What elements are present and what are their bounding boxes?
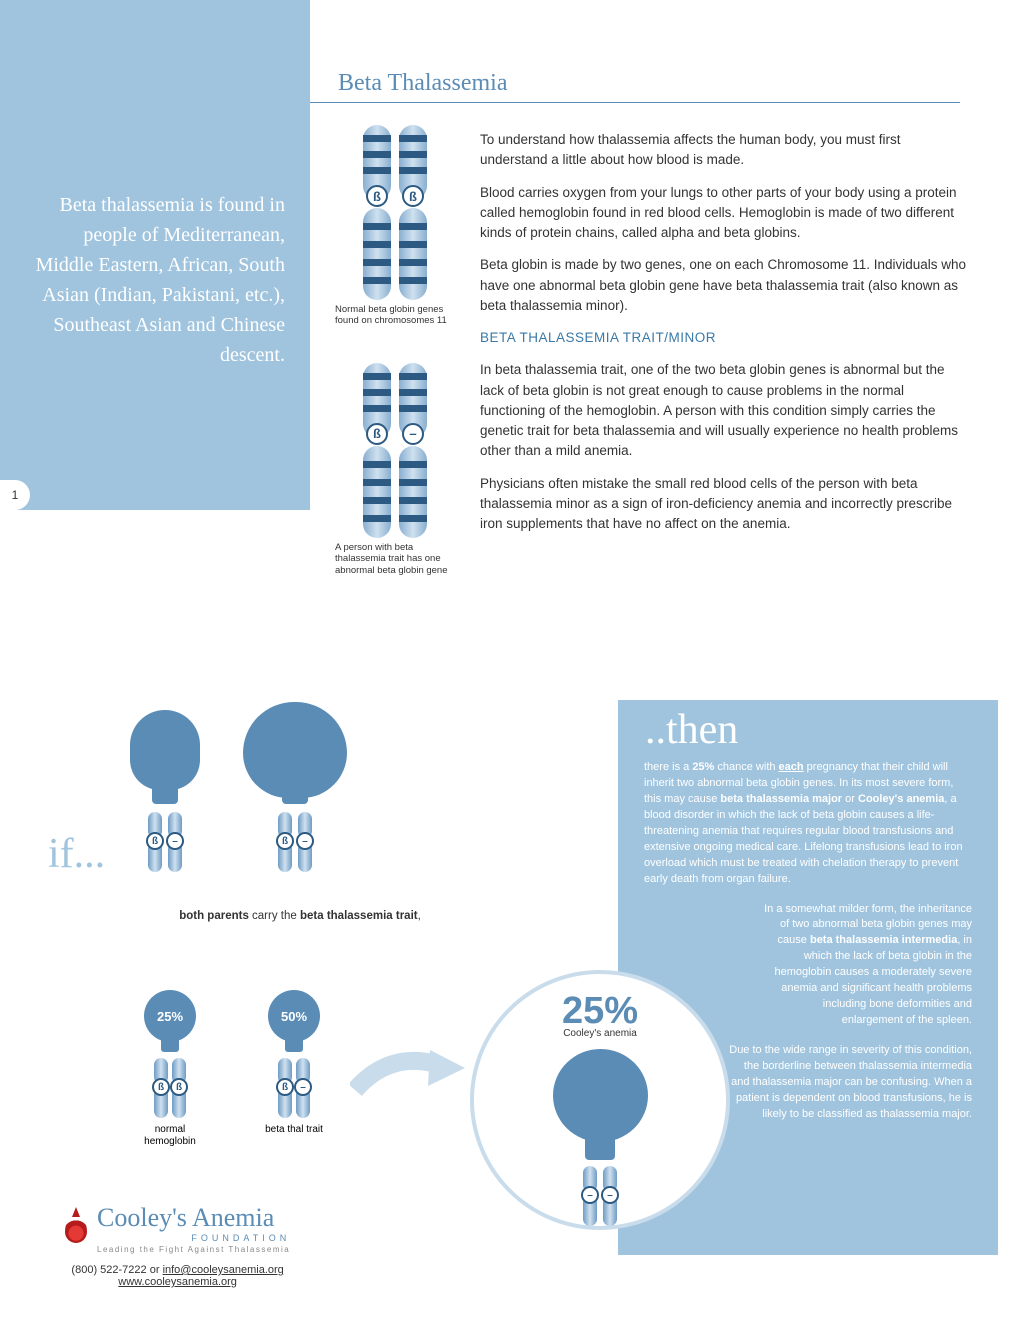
minus-marker: – <box>402 423 424 445</box>
logo: Cooley's Anemia FOUNDATION Leading the F… <box>65 1203 290 1254</box>
then-label: ..then <box>645 706 738 754</box>
parent-male-figure: ß – <box>130 710 200 872</box>
if-label: if... <box>48 830 105 878</box>
chromosome-caption: Normal beta globin genes found on chromo… <box>335 304 455 327</box>
chromosome-diagram-normal: ß ß Normal beta globin genes found on ch… <box>335 125 455 576</box>
child-pct: 25% <box>157 1009 183 1024</box>
caption-text: , <box>418 910 421 922</box>
children-row: 25% ß ß normal hemoglobin 50% ß – beta t… <box>130 990 334 1148</box>
parents-row: ß – ß – <box>130 710 330 872</box>
paragraph: Physicians often mistake the small red b… <box>480 474 970 535</box>
minus-marker: – <box>296 832 314 850</box>
caption-bold: both parents <box>179 910 249 922</box>
chromosome-icon: ß <box>363 363 391 538</box>
footer: Cooley's Anemia FOUNDATION Leading the F… <box>65 1203 290 1288</box>
title-rule <box>310 102 960 103</box>
child-head-badge: 50% <box>268 990 320 1042</box>
cooleys-anemia-circle: 25% Cooley's anemia – – <box>470 970 730 1230</box>
paragraph: To understand how thalassemia affects th… <box>480 130 970 171</box>
page-title: Beta Thalassemia <box>338 70 508 97</box>
caption-bold: beta thalassemia trait <box>300 910 418 922</box>
page-number: 1 <box>12 488 19 502</box>
sep: or <box>147 1264 163 1276</box>
phone: (800) 522-7222 <box>71 1264 146 1276</box>
mini-chromosomes: ß ß <box>154 1058 186 1118</box>
paragraph: In beta thalassemia trait, one of the tw… <box>480 360 970 461</box>
child-label: beta thal trait <box>254 1124 334 1136</box>
mini-chromosomes: ß – <box>278 812 312 872</box>
chromosome-pair: ß ß <box>335 125 455 300</box>
beta-marker: ß <box>276 1078 294 1096</box>
chromosome-icon: – <box>399 363 427 538</box>
sidebar-text: Beta thalassemia is found in people of M… <box>30 190 285 370</box>
head-icon <box>553 1049 648 1142</box>
mini-chromosomes: – – <box>583 1166 617 1226</box>
child-pct: 50% <box>281 1009 307 1024</box>
logo-foundation: FOUNDATION <box>97 1233 290 1243</box>
page-number-badge: 1 <box>0 480 30 510</box>
chromosome-caption-trait: A person with beta thalassemia trait has… <box>335 542 455 576</box>
email-link[interactable]: info@cooleysanemia.org <box>163 1264 284 1276</box>
website-link[interactable]: www.cooleysanemia.org <box>118 1276 237 1288</box>
beta-marker: ß <box>170 1078 188 1096</box>
sidebar-box: Beta thalassemia is found in people of M… <box>0 0 310 510</box>
beta-marker: ß <box>276 832 294 850</box>
mini-chromosomes: ß – <box>278 1058 310 1118</box>
chromosome-icon: ß <box>399 125 427 300</box>
child-head-badge: 25% <box>144 990 196 1042</box>
big-sub: Cooley's anemia <box>563 1028 637 1039</box>
head-icon <box>260 710 330 790</box>
child-trait-figure: 50% ß – beta thal trait <box>254 990 334 1136</box>
minus-marker: – <box>294 1078 312 1096</box>
beta-marker: ß <box>402 185 424 207</box>
minus-marker: – <box>581 1186 599 1204</box>
head-icon <box>130 710 200 790</box>
beta-marker: ß <box>366 185 388 207</box>
page: Beta thalassemia is found in people of M… <box>0 0 1020 1320</box>
arrow-icon <box>350 1040 470 1110</box>
minus-marker: – <box>601 1186 619 1204</box>
caption-text: carry the <box>249 910 300 922</box>
paragraph: Beta globin is made by two genes, one on… <box>480 255 970 316</box>
mini-chromosomes: ß – <box>148 812 182 872</box>
main-text: To understand how thalassemia affects th… <box>480 130 970 546</box>
parent-female-figure: ß – <box>260 710 330 872</box>
beta-marker: ß <box>146 832 164 850</box>
logo-tagline: Leading the Fight Against Thalassemia <box>97 1245 290 1254</box>
parents-caption: both parents carry the beta thalassemia … <box>150 910 450 922</box>
beta-marker: ß <box>366 423 388 445</box>
chromosome-pair-trait: ß – <box>335 363 455 538</box>
child-label: normal hemoglobin <box>130 1124 210 1148</box>
contact-line: (800) 522-7222 or info@cooleysanemia.org… <box>65 1264 290 1288</box>
big-pct: 25% <box>562 992 638 1030</box>
chromosome-icon: ß <box>363 125 391 300</box>
beta-marker: ß <box>152 1078 170 1096</box>
blood-drop-icon <box>65 1215 87 1243</box>
minus-marker: – <box>166 832 184 850</box>
logo-name: Cooley's Anemia <box>97 1203 290 1233</box>
then-paragraph: there is a 25% chance with each pregnanc… <box>644 760 972 888</box>
subheading: BETA THALASSEMIA TRAIT/MINOR <box>480 328 970 348</box>
child-normal-figure: 25% ß ß normal hemoglobin <box>130 990 210 1148</box>
paragraph: Blood carries oxygen from your lungs to … <box>480 183 970 244</box>
